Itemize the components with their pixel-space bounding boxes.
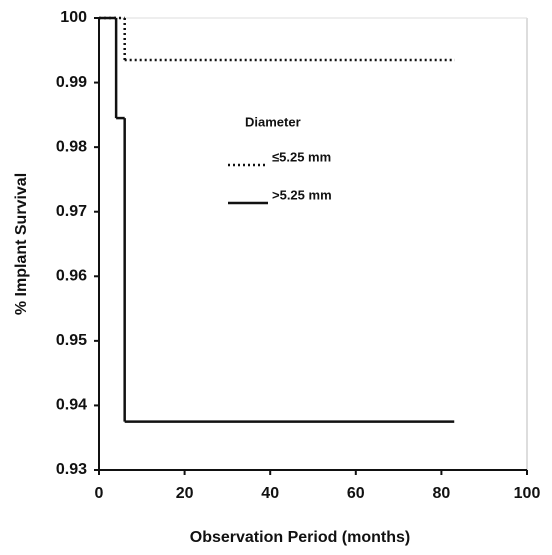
x-tick-label: 20 <box>176 485 194 502</box>
y-axis-label: % Implant Survival <box>13 173 30 315</box>
y-tick-label: 0.96 <box>56 268 87 285</box>
y-tick-label: 0.97 <box>56 203 87 220</box>
x-axis-label: Observation Period (months) <box>190 529 410 546</box>
y-tick-label: 0.93 <box>56 461 87 478</box>
y-tick-label: 0.95 <box>56 332 87 349</box>
y-tick-label: 0.99 <box>56 74 87 91</box>
x-tick-label: 0 <box>95 485 104 502</box>
y-tick-label: 0.94 <box>56 397 87 414</box>
x-tick-label: 60 <box>347 485 365 502</box>
legend-title: Diameter <box>245 114 301 129</box>
y-tick-label: 100 <box>60 9 87 26</box>
legend-label: >5.25 mm <box>272 187 332 202</box>
x-tick-label: 40 <box>261 485 279 502</box>
y-tick-label: 0.98 <box>56 138 87 155</box>
x-tick-label: 100 <box>514 485 541 502</box>
x-tick-label: 80 <box>433 485 451 502</box>
legend-label: ≤5.25 mm <box>272 149 331 164</box>
